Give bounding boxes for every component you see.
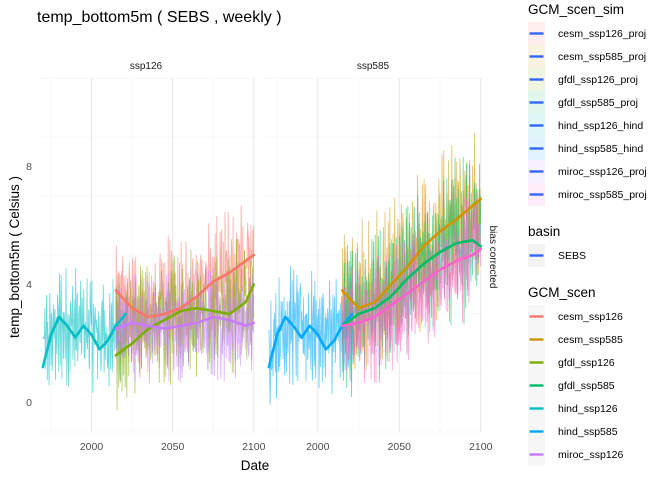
x-tick-label: 2000 [306, 441, 330, 453]
y-tick-label: 8 [26, 161, 32, 173]
smooth-line-hind_ssp126 [41, 312, 127, 369]
legend-label: SEBS [558, 250, 586, 262]
x-tick-label: 2050 [388, 441, 412, 453]
x-tick-label: 2100 [469, 441, 493, 453]
legend-title: basin [528, 224, 560, 239]
smooth-line-hind_ssp585 [267, 312, 354, 369]
raw-line-hind_ssp126 [42, 267, 128, 393]
panel-ssp126: ssp126 [38, 61, 257, 433]
strip-label-ssp585: ssp585 [357, 61, 390, 72]
smooth-series-ssp585 [267, 197, 482, 369]
raw-series-ssp126 [42, 205, 255, 411]
raw-series-ssp585 [268, 132, 482, 405]
legend-label: miroc_ssp126 [558, 449, 624, 461]
legend-label: cesm_ssp126_proj [558, 28, 646, 40]
legend-label: hind_ssp126_hind [558, 120, 643, 132]
legend-label: cesm_ssp585_proj [558, 51, 646, 63]
y-tick-label: 0 [26, 397, 32, 409]
y-axis-title: temp_bottom5m ( Celsius ) [7, 176, 22, 338]
smooth-line-gfdl_ssp585 [340, 239, 482, 328]
smooth-line-cesm_ssp126 [114, 253, 256, 319]
y-axis-ticks: 0 4 8 [26, 161, 32, 409]
smooth-series-ssp126 [41, 253, 256, 369]
legend-label: hind_ssp585 [558, 426, 618, 438]
legends: GCM_scen_sim cesm_ssp126_proj cesm_ssp585_… [528, 2, 647, 466]
legend-label: cesm_ssp126 [558, 311, 623, 323]
x-tick-label: 2000 [80, 441, 104, 453]
strip-label-ssp126: ssp126 [130, 61, 163, 72]
smooth-line-cesm_ssp585 [340, 197, 482, 310]
legend-label: gfdl_ssp126_proj [558, 74, 638, 86]
raw-line-miroc_ssp585 [341, 197, 482, 384]
legend-label: cesm_ssp585 [558, 334, 623, 346]
raw-line-miroc_ssp126 [115, 267, 255, 384]
legend-label: miroc_ssp126_proj [558, 166, 647, 178]
legend-label: gfdl_ssp126 [558, 357, 615, 369]
x-tick-label: 2100 [242, 441, 266, 453]
smooth-line-gfdl_ssp126 [114, 283, 256, 357]
x-axis-ticks: 2000 2050 2100 2000 2050 2100 [80, 441, 493, 453]
chart-title: temp_bottom5m ( SEBS , weekly ) [37, 9, 282, 26]
legend-label: hind_ssp585_hind [558, 143, 643, 155]
legend-title: GCM_scen_sim [528, 2, 624, 17]
x-axis-title: Date [241, 458, 270, 473]
smooth-line-miroc_ssp585 [340, 247, 482, 328]
legend-label: hind_ssp126 [558, 403, 618, 415]
legend-label: gfdl_ssp585_proj [558, 97, 638, 109]
x-tick-label: 2050 [161, 441, 185, 453]
smooth-line-miroc_ssp126 [114, 315, 256, 331]
panel-ssp585: ssp585 [264, 61, 484, 433]
raw-line-hind_ssp585 [268, 265, 354, 405]
legend-label: gfdl_ssp585 [558, 380, 615, 392]
facet-row-label: bias corrected [487, 226, 498, 289]
legend-title: GCM_scen [528, 285, 596, 300]
legend-label: miroc_ssp585_proj [558, 189, 647, 201]
y-tick-label: 4 [26, 279, 32, 291]
